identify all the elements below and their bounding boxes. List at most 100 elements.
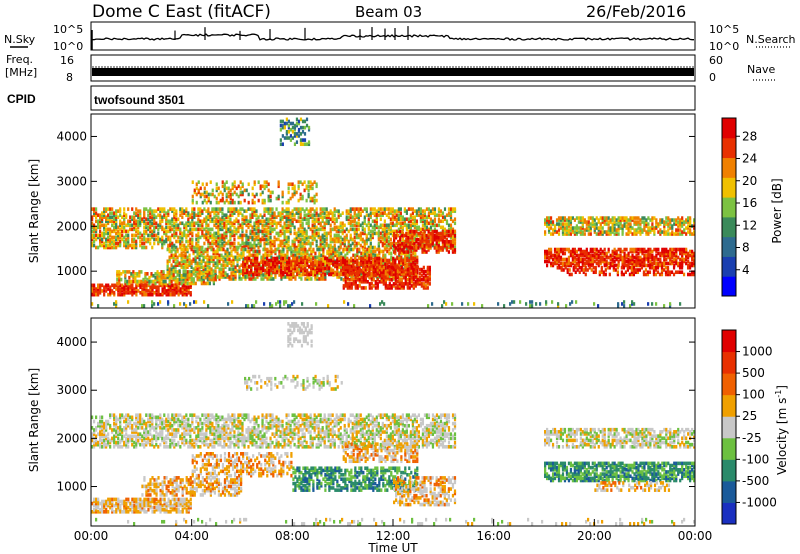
heatmap-cell <box>293 217 296 222</box>
heatmap-cell <box>206 261 209 266</box>
heatmap-cell <box>202 273 205 277</box>
heatmap-cell <box>239 211 242 215</box>
heatmap-cell <box>115 213 118 217</box>
heatmap-cell <box>157 235 160 240</box>
heatmap-cell <box>328 258 331 263</box>
heatmap-cell <box>173 231 176 236</box>
heatmap-cell <box>202 265 205 269</box>
heatmap-cell <box>202 257 205 262</box>
heatmap-cell <box>329 227 332 232</box>
heatmap-cell <box>309 243 312 248</box>
heatmap-cell <box>295 245 298 250</box>
heatmap-cell <box>158 277 161 282</box>
heatmap-cell <box>205 223 208 228</box>
heatmap-cell <box>267 237 270 242</box>
heatmap-cell <box>433 227 437 232</box>
heatmap-cell <box>360 275 363 280</box>
heatmap-cell <box>125 283 128 288</box>
heatmap-cell <box>441 219 445 224</box>
heatmap-cell <box>367 225 370 230</box>
heatmap-cell <box>347 221 350 226</box>
heatmap-cell <box>147 227 150 232</box>
heatmap-cell <box>197 213 200 217</box>
heatmap-cell <box>312 264 315 269</box>
heatmap-cell <box>361 237 364 242</box>
heatmap-cell <box>344 282 347 286</box>
heatmap-cell <box>245 219 248 224</box>
heatmap-cell <box>233 221 236 226</box>
heatmap-cell <box>404 265 407 270</box>
heatmap-cell <box>103 235 106 240</box>
heatmap-cell <box>306 272 309 277</box>
heatmap-cell <box>358 256 361 261</box>
heatmap-cell <box>236 255 239 260</box>
heatmap-cell <box>139 209 142 213</box>
heatmap-cell <box>318 268 321 273</box>
heatmap-cell <box>320 260 323 265</box>
heatmap-cell <box>334 272 337 277</box>
heatmap-cell <box>441 235 444 240</box>
heatmap-cell <box>408 286 411 290</box>
heatmap-cell <box>172 259 175 264</box>
heatmap-cell <box>364 271 367 276</box>
heatmap-cell <box>419 213 423 217</box>
heatmap-cell <box>191 217 194 222</box>
heatmap-cell <box>412 282 415 286</box>
heatmap-cell <box>394 260 397 265</box>
heatmap-cell <box>205 194 208 199</box>
heatmap-cell <box>131 233 134 238</box>
heatmap-cell <box>135 207 138 211</box>
heatmap-cell <box>242 264 245 269</box>
heatmap-cell <box>369 223 372 228</box>
heatmap-cell <box>310 277 313 281</box>
heatmap-cell <box>339 221 342 226</box>
heatmap-cell <box>206 265 209 269</box>
heatmap-cell <box>253 237 256 242</box>
heatmap-cell <box>404 269 407 274</box>
heatmap-cell <box>151 283 154 288</box>
heatmap-cell <box>109 237 112 242</box>
heatmap-cell <box>449 213 453 217</box>
heatmap-cell <box>234 273 237 277</box>
heatmap-cell <box>161 225 164 230</box>
heatmap-cell <box>285 219 288 224</box>
heatmap-cell <box>117 233 120 238</box>
heatmap-cell <box>295 132 299 136</box>
heatmap-cell <box>347 241 350 246</box>
heatmap-cell <box>350 256 353 261</box>
heatmap-cell <box>427 244 430 248</box>
heatmap-cell <box>305 217 308 222</box>
heatmap-cell <box>416 268 419 273</box>
heatmap-cell <box>107 215 110 220</box>
heatmap-cell <box>234 271 237 275</box>
heatmap-cell <box>95 245 98 250</box>
heatmap-cell <box>242 257 245 262</box>
heatmap-cell <box>244 268 247 273</box>
heatmap-cell <box>179 243 182 248</box>
heatmap-cell <box>169 227 172 232</box>
heatmap-cell <box>394 275 397 280</box>
heatmap-cell <box>226 263 229 268</box>
heatmap-cell <box>284 268 287 273</box>
heatmap-cell <box>301 182 304 187</box>
heatmap-cell <box>423 246 426 250</box>
heatmap-cell <box>151 223 154 228</box>
heatmap-cell <box>378 251 381 256</box>
heatmap-cell <box>330 261 333 266</box>
heatmap-cell <box>288 247 291 252</box>
heatmap-cell <box>137 229 140 234</box>
heatmap-cell <box>397 248 400 252</box>
heatmap-cell <box>324 269 327 273</box>
heatmap-cell <box>322 268 325 273</box>
heatmap-cell <box>333 227 336 232</box>
heatmap-cell <box>185 223 188 228</box>
heatmap-cell <box>428 267 431 272</box>
heatmap-cell <box>213 215 216 220</box>
heatmap-cell <box>227 207 230 211</box>
heatmap-cell <box>320 268 323 273</box>
heatmap-cell <box>399 221 402 226</box>
heatmap-cell <box>103 245 106 250</box>
heatmap-cell <box>259 243 262 248</box>
heatmap-cell <box>188 259 191 264</box>
heatmap-cell <box>414 253 417 258</box>
